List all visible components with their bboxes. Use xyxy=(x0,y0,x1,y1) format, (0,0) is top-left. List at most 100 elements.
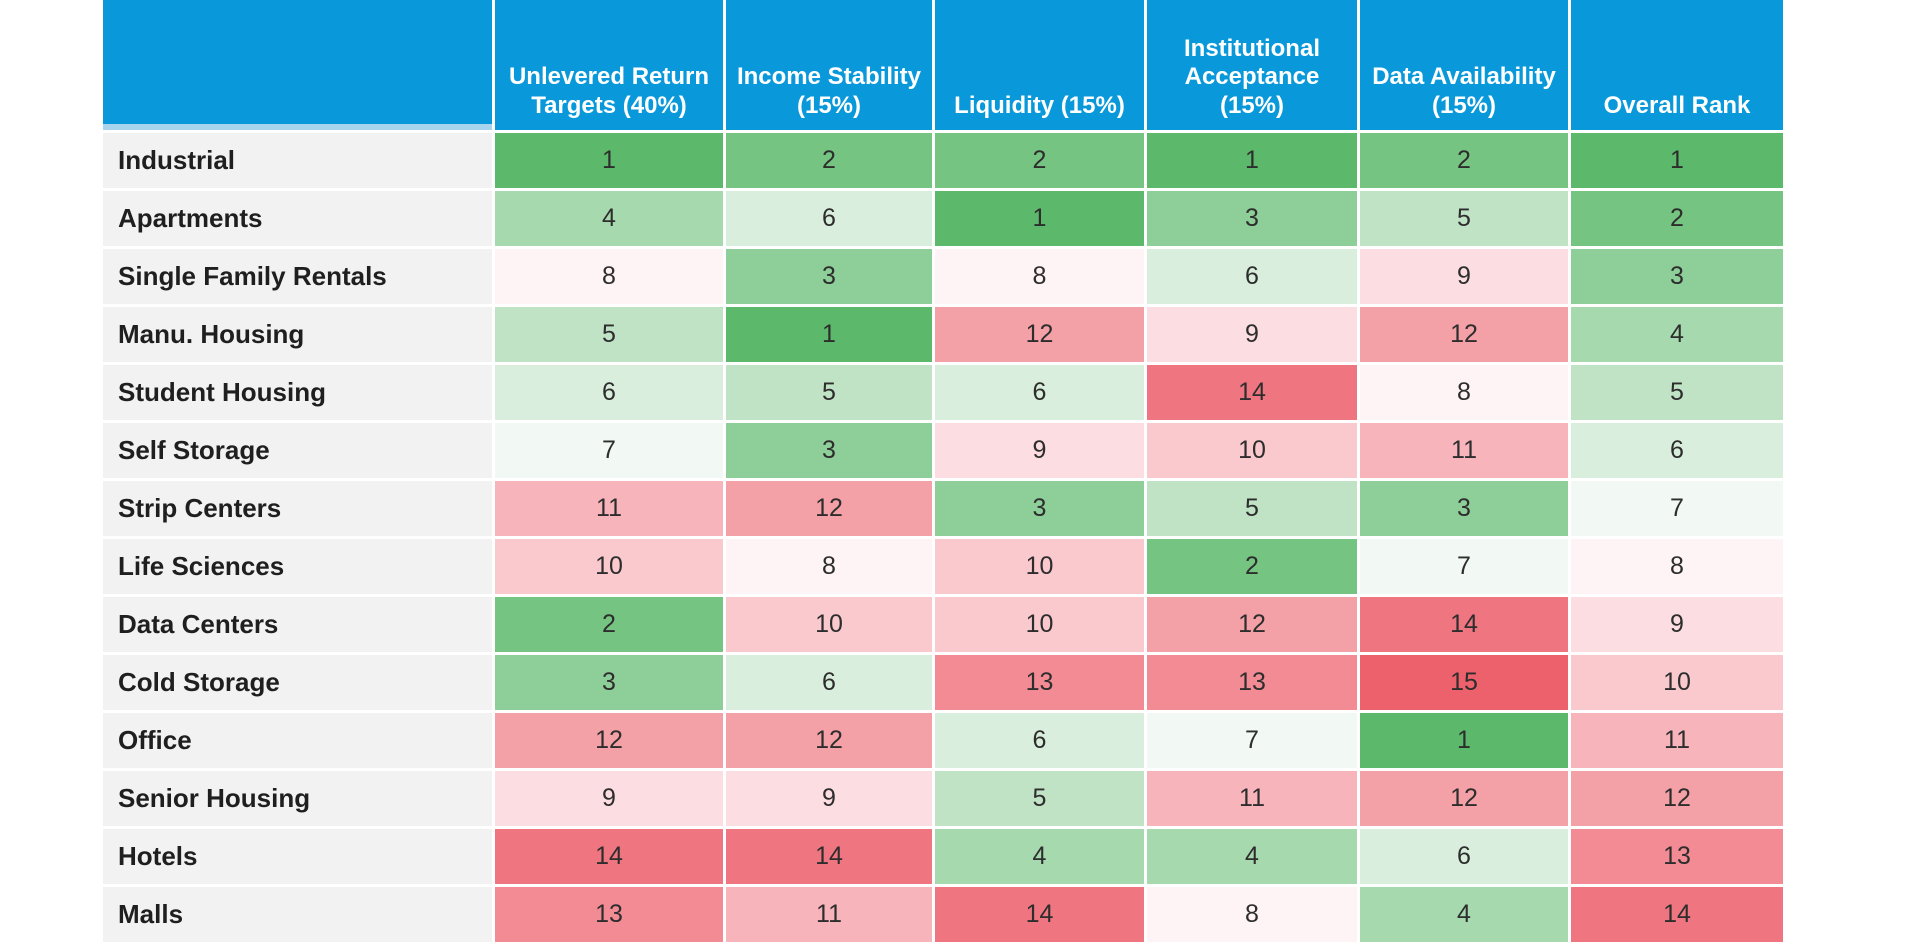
rank-cell: 6 xyxy=(935,365,1144,420)
rank-cell: 14 xyxy=(726,829,932,884)
rank-cell: 13 xyxy=(495,887,723,942)
rank-cell: 7 xyxy=(1147,713,1357,768)
row-label: Single Family Rentals xyxy=(103,249,492,304)
rank-cell: 12 xyxy=(935,307,1144,362)
rank-cell: 9 xyxy=(935,423,1144,478)
rank-cell: 13 xyxy=(1147,655,1357,710)
row-label: Life Sciences xyxy=(103,539,492,594)
rank-cell: 6 xyxy=(495,365,723,420)
rank-cell: 9 xyxy=(1360,249,1568,304)
rank-cell: 10 xyxy=(1147,423,1357,478)
rank-cell: 8 xyxy=(1360,365,1568,420)
rank-cell: 2 xyxy=(1571,191,1783,246)
header-corner-cell xyxy=(103,0,492,130)
rank-cell: 6 xyxy=(1571,423,1783,478)
row-label: Student Housing xyxy=(103,365,492,420)
row-label: Strip Centers xyxy=(103,481,492,536)
rank-cell: 10 xyxy=(1571,655,1783,710)
row-label: Industrial xyxy=(103,133,492,188)
rank-cell: 13 xyxy=(935,655,1144,710)
rank-cell: 8 xyxy=(1571,539,1783,594)
rank-cell: 4 xyxy=(1147,829,1357,884)
rank-cell: 8 xyxy=(1147,887,1357,942)
rank-cell: 5 xyxy=(1147,481,1357,536)
header-income-stability: Income Stability (15%) xyxy=(726,0,932,130)
rank-cell: 10 xyxy=(935,539,1144,594)
rank-cell: 12 xyxy=(1571,771,1783,826)
rank-cell: 1 xyxy=(726,307,932,362)
rank-cell: 5 xyxy=(1571,365,1783,420)
rank-cell: 11 xyxy=(495,481,723,536)
rank-cell: 7 xyxy=(1360,539,1568,594)
rank-cell: 8 xyxy=(495,249,723,304)
rank-cell: 2 xyxy=(935,133,1144,188)
rank-cell: 6 xyxy=(1147,249,1357,304)
rank-cell: 4 xyxy=(1571,307,1783,362)
rank-cell: 7 xyxy=(495,423,723,478)
rank-cell: 1 xyxy=(1571,133,1783,188)
rank-cell: 4 xyxy=(935,829,1144,884)
rank-cell: 11 xyxy=(1571,713,1783,768)
rank-cell: 12 xyxy=(1147,597,1357,652)
rank-cell: 10 xyxy=(726,597,932,652)
rank-cell: 3 xyxy=(1571,249,1783,304)
rank-cell: 3 xyxy=(726,423,932,478)
header-liquidity: Liquidity (15%) xyxy=(935,0,1144,130)
row-label: Malls xyxy=(103,887,492,942)
header-overall-rank: Overall Rank xyxy=(1571,0,1783,130)
rank-cell: 14 xyxy=(495,829,723,884)
rank-cell: 12 xyxy=(726,481,932,536)
rank-cell: 9 xyxy=(1147,307,1357,362)
rank-cell: 9 xyxy=(495,771,723,826)
rank-cell: 11 xyxy=(1147,771,1357,826)
rank-cell: 12 xyxy=(726,713,932,768)
rank-cell: 5 xyxy=(935,771,1144,826)
rank-cell: 9 xyxy=(1571,597,1783,652)
rank-cell: 2 xyxy=(1147,539,1357,594)
rank-cell: 10 xyxy=(495,539,723,594)
rank-cell: 14 xyxy=(935,887,1144,942)
rank-cell: 3 xyxy=(726,249,932,304)
rank-cell: 11 xyxy=(726,887,932,942)
rank-cell: 6 xyxy=(935,713,1144,768)
rank-cell: 8 xyxy=(726,539,932,594)
rank-cell: 1 xyxy=(495,133,723,188)
rank-cell: 1 xyxy=(1147,133,1357,188)
row-label: Manu. Housing xyxy=(103,307,492,362)
rank-cell: 7 xyxy=(1571,481,1783,536)
header-data-availability: Data Availability (15%) xyxy=(1360,0,1568,130)
rank-cell: 2 xyxy=(1360,133,1568,188)
rank-cell: 1 xyxy=(1360,713,1568,768)
rank-cell: 13 xyxy=(1571,829,1783,884)
header-unlevered-return-targets: Unlevered Return Targets (40%) xyxy=(495,0,723,130)
rank-cell: 12 xyxy=(1360,771,1568,826)
rank-cell: 3 xyxy=(495,655,723,710)
row-label: Office xyxy=(103,713,492,768)
rank-cell: 2 xyxy=(726,133,932,188)
row-label: Data Centers xyxy=(103,597,492,652)
rank-cell: 9 xyxy=(726,771,932,826)
rank-cell: 3 xyxy=(1360,481,1568,536)
rank-cell: 5 xyxy=(1360,191,1568,246)
sector-rank-heatmap-table: Unlevered Return Targets (40%) Income St… xyxy=(103,0,1783,942)
rank-cell: 14 xyxy=(1360,597,1568,652)
rank-cell: 15 xyxy=(1360,655,1568,710)
rank-cell: 4 xyxy=(1360,887,1568,942)
header-institutional-acceptance: Institutional Acceptance (15%) xyxy=(1147,0,1357,130)
row-label: Hotels xyxy=(103,829,492,884)
rank-cell: 6 xyxy=(726,191,932,246)
rank-cell: 8 xyxy=(935,249,1144,304)
rank-cell: 11 xyxy=(1360,423,1568,478)
rank-cell: 12 xyxy=(1360,307,1568,362)
rank-cell: 1 xyxy=(935,191,1144,246)
rank-cell: 3 xyxy=(1147,191,1357,246)
rank-cell: 10 xyxy=(935,597,1144,652)
rank-cell: 5 xyxy=(726,365,932,420)
row-label: Senior Housing xyxy=(103,771,492,826)
row-label: Self Storage xyxy=(103,423,492,478)
rank-cell: 3 xyxy=(935,481,1144,536)
rank-cell: 2 xyxy=(495,597,723,652)
rank-cell: 12 xyxy=(495,713,723,768)
rank-cell: 14 xyxy=(1571,887,1783,942)
